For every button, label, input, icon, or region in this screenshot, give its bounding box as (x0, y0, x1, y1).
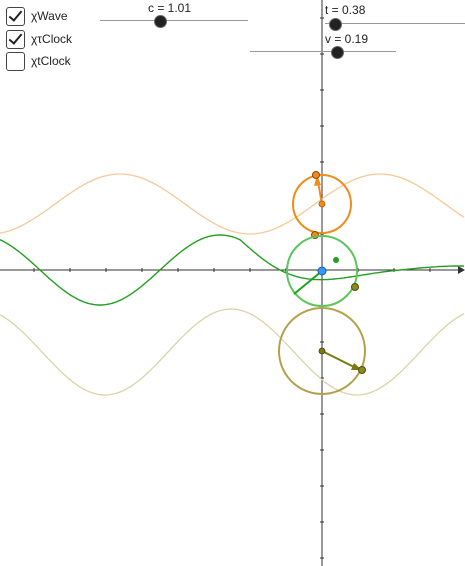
slider-c-thumb[interactable] (154, 15, 167, 28)
slider-t-track[interactable] (325, 23, 465, 24)
checkbox-chi-t-clock-box[interactable] (6, 51, 25, 71)
t-clock-wave (0, 308, 465, 396)
t-clock-circle (278, 307, 366, 395)
checkbox-chi-tau-clock[interactable]: χτClock (6, 28, 72, 50)
wave-clock-olive-point[interactable] (351, 283, 359, 291)
checkbox-chi-t-clock-label: χtClock (31, 54, 71, 68)
slider-c-label: c = 1.01 (148, 1, 192, 15)
checkbox-chi-wave-label: χWave (31, 9, 68, 23)
slider-c-track[interactable] (100, 20, 248, 21)
checkbox-chi-tau-clock-box[interactable] (6, 29, 25, 49)
checkbox-chi-t-clock[interactable]: χtClock (6, 50, 71, 72)
tau-clock-arrowhead (314, 175, 321, 186)
checkbox-chi-tau-clock-label: χτClock (31, 32, 73, 46)
checkbox-chi-wave-box[interactable] (6, 6, 25, 26)
wave-clock-vector (293, 270, 323, 295)
t-clock-center-point[interactable] (318, 347, 326, 355)
tau-clock-hand-point[interactable] (312, 171, 320, 179)
slider-v-label: v = 0.19 (325, 32, 369, 46)
t-clock-hand-point[interactable] (358, 366, 366, 374)
tau-clock-wave (0, 173, 465, 235)
slider-t-thumb[interactable] (329, 18, 342, 31)
wave-clock-dot[interactable] (333, 257, 339, 263)
x-axis-arrow (458, 266, 465, 274)
chi-wave-curve (0, 234, 464, 306)
origin-point[interactable] (317, 266, 327, 276)
wave-clock-circle (286, 235, 358, 307)
t-clock-vector (321, 350, 359, 370)
slider-v[interactable] (250, 37, 396, 59)
slider-c[interactable] (100, 6, 248, 28)
slider-v-track[interactable] (250, 51, 396, 52)
slider-t-label: t = 0.38 (325, 3, 366, 17)
slider-v-thumb[interactable] (331, 46, 344, 59)
slider-t[interactable] (325, 9, 465, 31)
tau-clock-circle (292, 174, 352, 234)
checkbox-chi-wave[interactable]: χWave (6, 5, 68, 27)
tau-clock-center-point[interactable] (318, 200, 326, 208)
